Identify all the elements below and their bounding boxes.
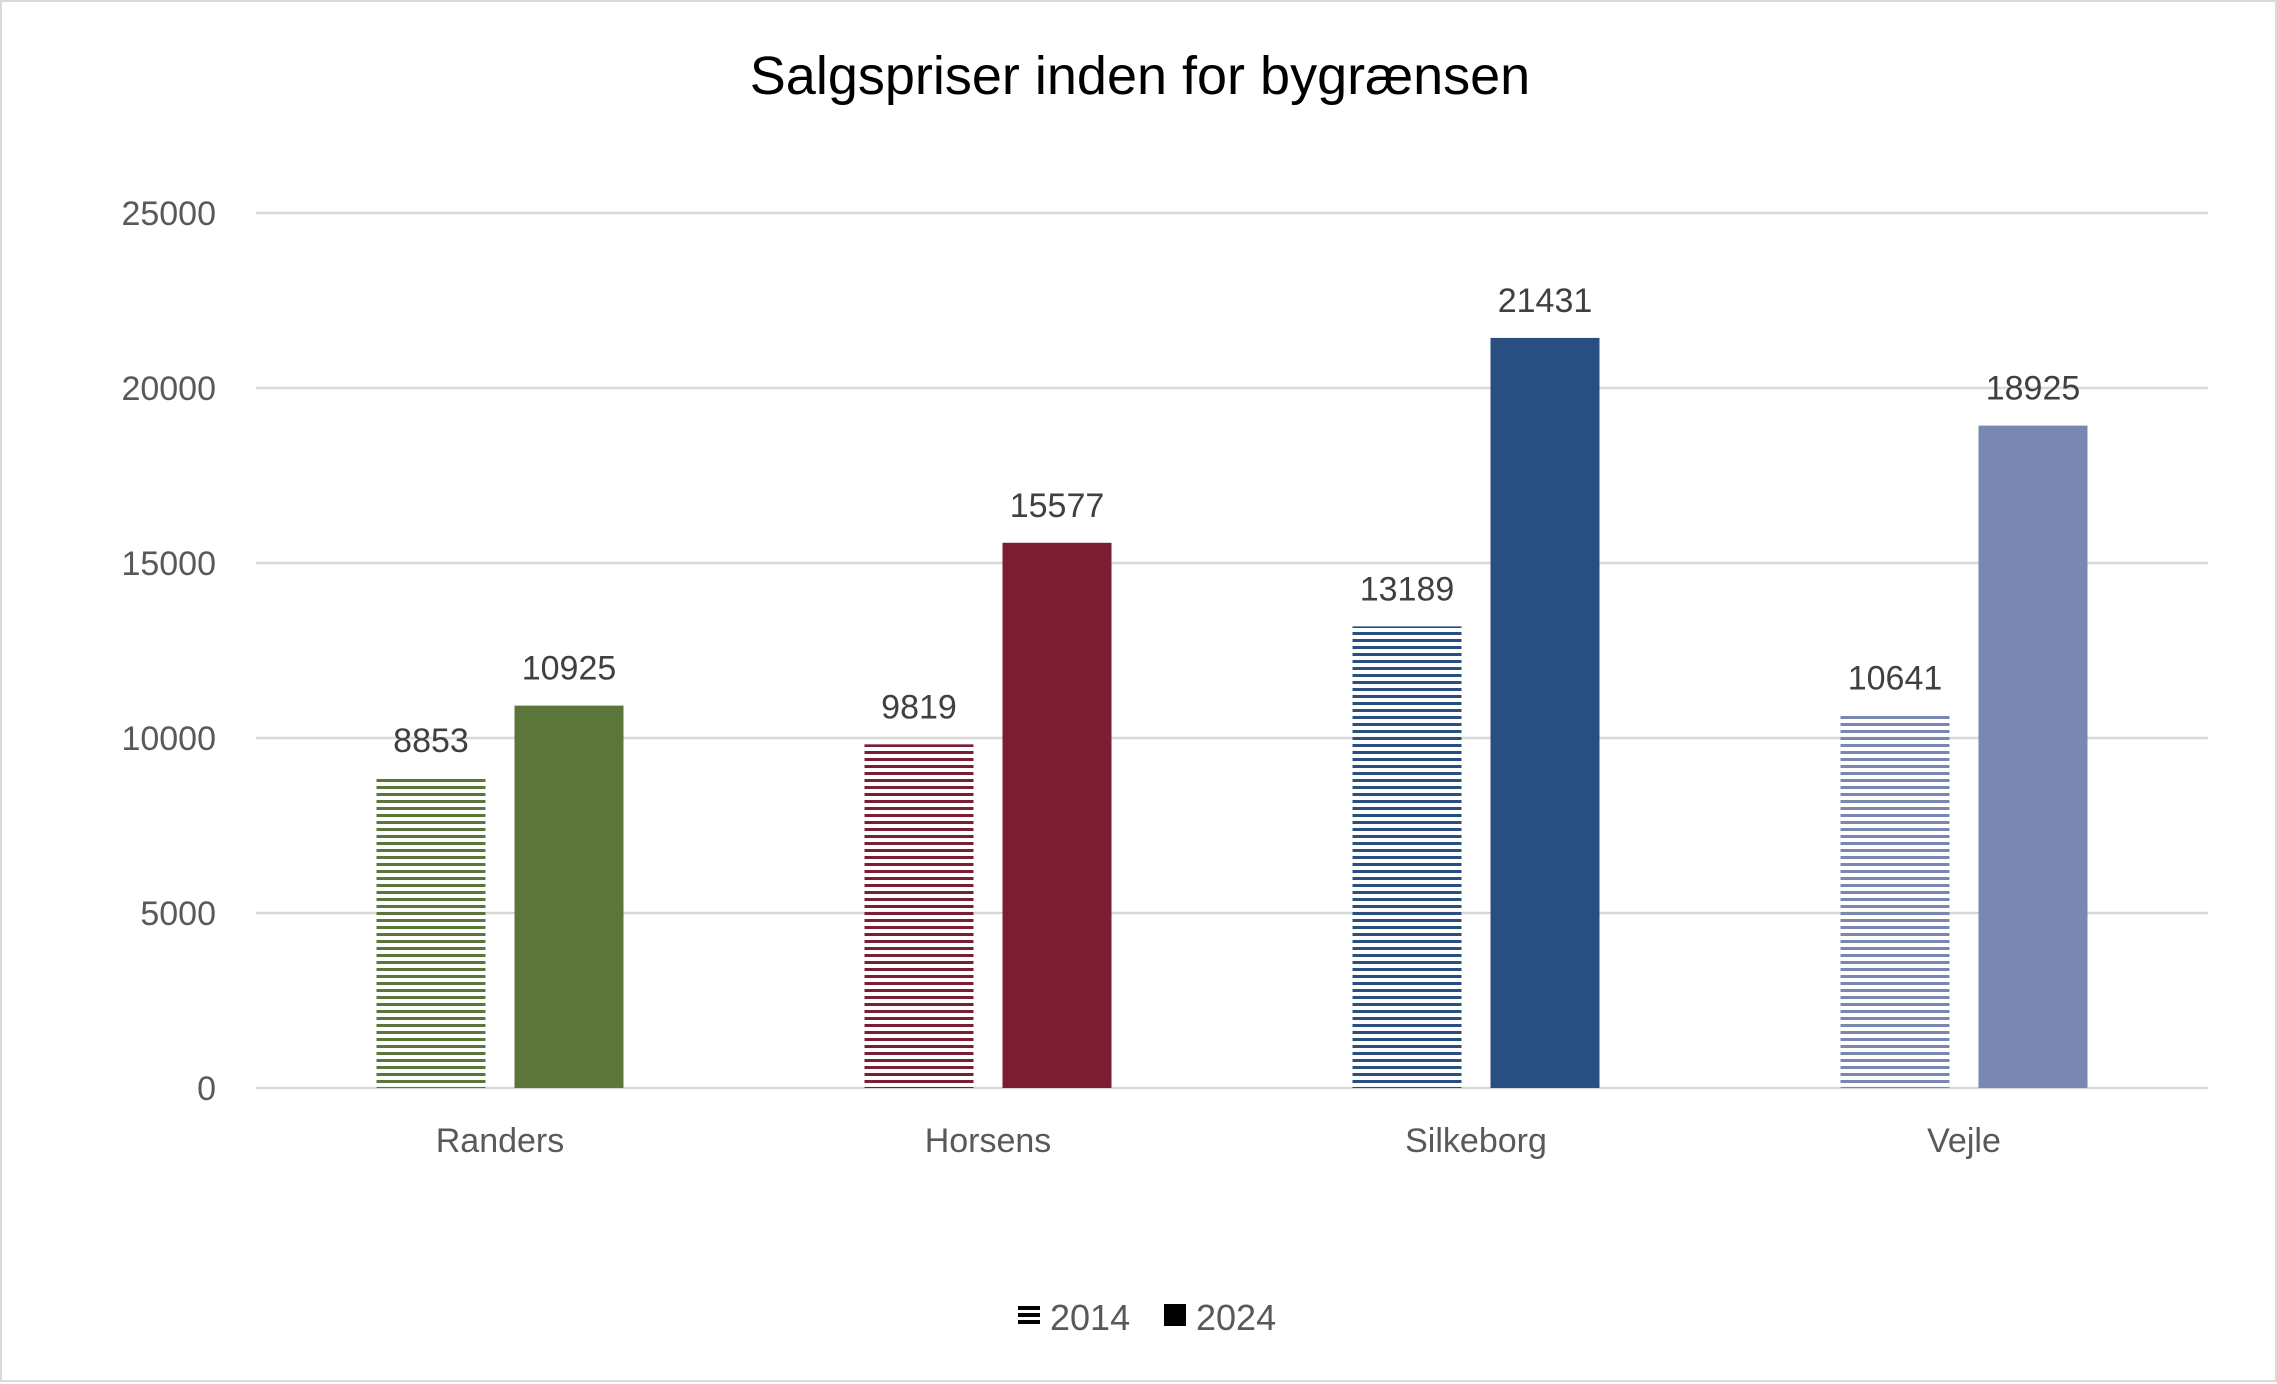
legend-label-2014: 2014 xyxy=(1050,1297,1130,1338)
bar-2024-randers xyxy=(514,705,624,1088)
legend-label-2024: 2024 xyxy=(1196,1297,1276,1338)
y-tick-label: 25000 xyxy=(121,195,216,233)
data-label: 21431 xyxy=(1498,282,1593,320)
bar-2014-randers xyxy=(376,778,486,1088)
chart-title: Salgspriser inden for bygrænsen xyxy=(750,46,1530,106)
x-category-label: Randers xyxy=(436,1122,565,1160)
data-label: 10925 xyxy=(522,650,617,688)
data-label: 8853 xyxy=(393,722,469,760)
x-category-label: Horsens xyxy=(925,1122,1052,1160)
data-label: 15577 xyxy=(1010,487,1105,525)
y-tick-label: 15000 xyxy=(121,545,216,583)
y-tick-label: 10000 xyxy=(121,720,216,758)
x-category-label: Vejle xyxy=(1927,1122,2001,1160)
bar-2014-vejle xyxy=(1840,715,1950,1088)
bar-2014-horsens xyxy=(864,744,974,1088)
x-category-label: Silkeborg xyxy=(1405,1122,1547,1160)
legend-key-solid-icon xyxy=(1164,1304,1186,1326)
y-tick-label: 5000 xyxy=(140,895,216,933)
y-tick-label: 20000 xyxy=(121,370,216,408)
y-tick-label: 0 xyxy=(197,1070,216,1108)
legend: 2014 2024 xyxy=(1018,1297,1276,1338)
bar-2024-silkeborg xyxy=(1490,337,1600,1088)
bar-2014-silkeborg xyxy=(1352,626,1462,1088)
bar-2024-vejle xyxy=(1978,425,2088,1088)
data-label: 10641 xyxy=(1848,660,1943,698)
bar-2024-horsens xyxy=(1002,542,1112,1088)
data-label: 13189 xyxy=(1360,570,1455,608)
data-label: 18925 xyxy=(1986,370,2081,408)
legend-key-stripes-icon xyxy=(1018,1306,1040,1324)
data-label: 9819 xyxy=(881,688,957,726)
